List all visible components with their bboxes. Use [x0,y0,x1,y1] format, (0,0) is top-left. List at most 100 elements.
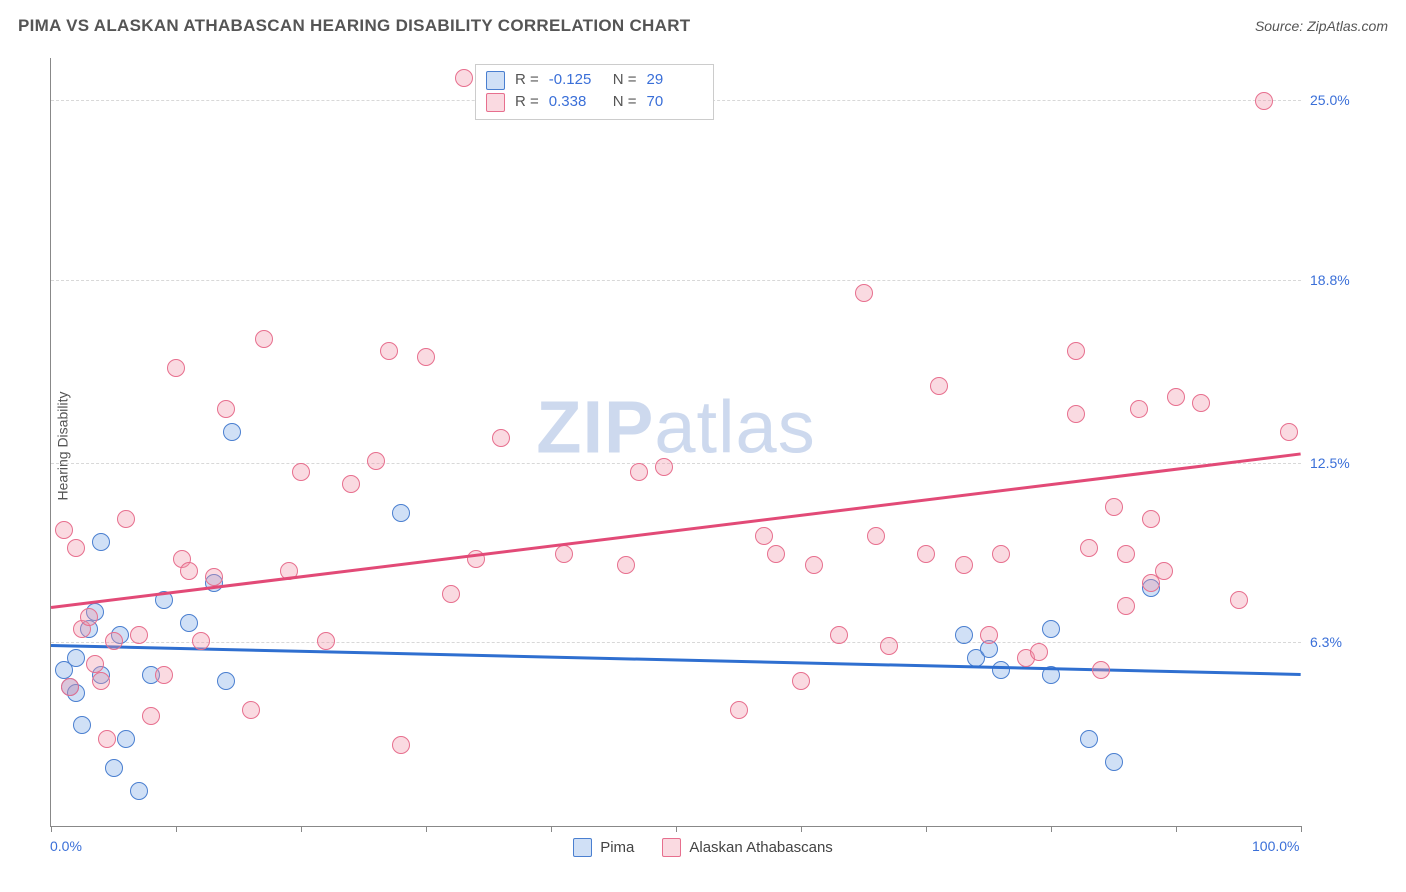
data-point [417,348,435,366]
stats-row: R =0.338N =70 [486,91,701,113]
data-point [73,716,91,734]
x-tick [926,826,927,832]
data-point [117,730,135,748]
data-point [117,510,135,528]
data-point [1280,423,1298,441]
gridline [51,280,1301,281]
data-point [367,452,385,470]
data-point [1105,498,1123,516]
watermark-bold: ZIP [536,385,654,468]
data-point [1117,545,1135,563]
data-point [155,666,173,684]
x-tick [51,826,52,832]
data-point [955,626,973,644]
data-point [1142,574,1160,592]
source-attribution: Source: ZipAtlas.com [1255,18,1388,34]
data-point [917,545,935,563]
data-point [80,608,98,626]
stats-swatch [486,71,505,90]
data-point [1042,620,1060,638]
legend-item-athabascan: Alaskan Athabascans [662,838,832,857]
data-point [1092,661,1110,679]
data-point [630,463,648,481]
x-tick [676,826,677,832]
data-point [867,527,885,545]
data-point [223,423,241,441]
bottom-legend: Pima Alaskan Athabascans [0,838,1406,857]
data-point [192,632,210,650]
data-point [755,527,773,545]
data-point [61,678,79,696]
stat-value-n: 70 [647,91,701,113]
x-tick [176,826,177,832]
data-point [242,701,260,719]
data-point [992,545,1010,563]
data-point [617,556,635,574]
data-point [805,556,823,574]
trend-line [51,453,1301,609]
legend-swatch-athabascan [662,838,681,857]
data-point [180,562,198,580]
stat-label-r: R = [515,69,539,91]
data-point [180,614,198,632]
data-point [1067,405,1085,423]
data-point [130,782,148,800]
legend-label-athabascan: Alaskan Athabascans [689,839,832,856]
data-point [1192,394,1210,412]
data-point [1067,342,1085,360]
data-point [130,626,148,644]
data-point [92,672,110,690]
data-point [105,759,123,777]
data-point [730,701,748,719]
data-point [1080,730,1098,748]
gridline [51,642,1301,643]
data-point [492,429,510,447]
data-point [105,632,123,650]
data-point [555,545,573,563]
x-tick [426,826,427,832]
data-point [317,632,335,650]
stats-box: R =-0.125N =29R =0.338N =70 [475,64,714,120]
x-tick [1176,826,1177,832]
legend-label-pima: Pima [600,839,634,856]
data-point [1080,539,1098,557]
data-point [792,672,810,690]
data-point [955,556,973,574]
stat-label-n: N = [613,91,637,113]
data-point [1030,643,1048,661]
trend-line [51,644,1301,675]
data-point [1142,510,1160,528]
data-point [655,458,673,476]
legend-item-pima: Pima [573,838,634,857]
data-point [142,707,160,725]
stat-label-n: N = [613,69,637,91]
data-point [205,568,223,586]
data-point [92,533,110,551]
data-point [86,655,104,673]
data-point [392,736,410,754]
data-point [67,539,85,557]
data-point [855,284,873,302]
stats-row: R = -0.125 N = 29 [486,69,701,91]
data-point [380,342,398,360]
data-point [1105,753,1123,771]
y-tick-label: 12.5% [1310,455,1350,471]
x-tick [1051,826,1052,832]
plot-area: ZIPatlas [50,58,1301,827]
x-tick [1301,826,1302,832]
data-point [830,626,848,644]
data-point [1117,597,1135,615]
data-point [455,69,473,87]
data-point [392,504,410,522]
stat-value-r: -0.125 [549,69,603,91]
data-point [1255,92,1273,110]
data-point [980,626,998,644]
chart-title: PIMA VS ALASKAN ATHABASCAN HEARING DISAB… [18,16,690,36]
x-tick [301,826,302,832]
data-point [930,377,948,395]
x-tick [801,826,802,832]
stat-value-n: 29 [647,69,701,91]
stats-swatch [486,93,505,112]
data-point [292,463,310,481]
data-point [217,400,235,418]
